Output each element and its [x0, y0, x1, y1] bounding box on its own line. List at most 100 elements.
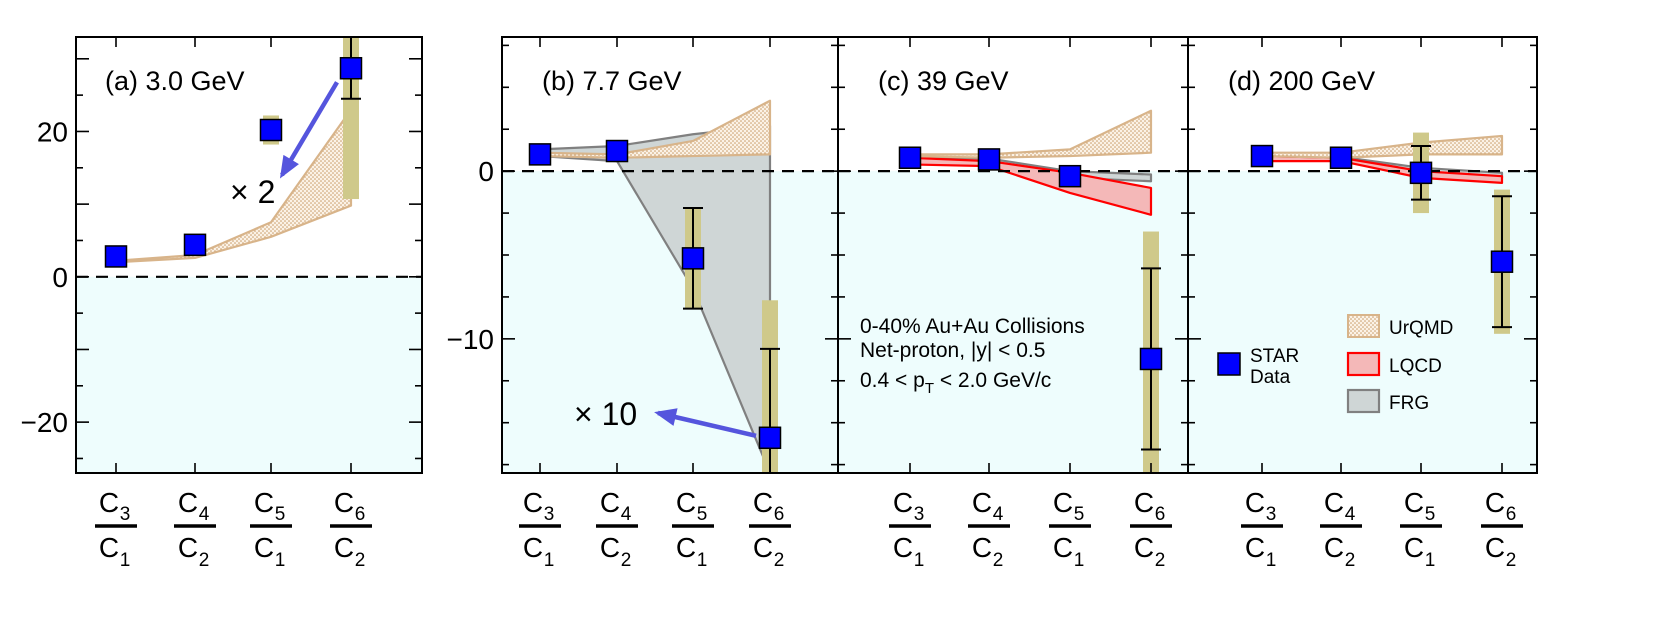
ratio-numerator: C	[893, 487, 913, 518]
legend-lqcd-label: LQCD	[1389, 356, 1442, 377]
star-data-point	[528, 143, 552, 166]
ratio-numerator-subscript: 5	[697, 504, 708, 525]
annotation-arrowhead	[654, 408, 678, 426]
ratio-denominator: C	[893, 532, 913, 563]
star-data-point	[1409, 161, 1433, 185]
ratio-denominator-subscript: 1	[120, 550, 131, 571]
ratio-numerator-subscript: 4	[199, 504, 210, 525]
ratio-numerator-subscript: 5	[1074, 504, 1085, 525]
ratio-denominator: C	[334, 532, 354, 563]
x-ratio-label: C 4C 2	[174, 487, 216, 571]
x-ratio-label: C 4C 2	[596, 487, 638, 571]
ratio-numerator-subscript: 6	[355, 504, 366, 525]
x-ratio-label: C 5C 1	[1049, 487, 1091, 571]
ratio-numerator: C	[254, 487, 274, 518]
ratio-denominator-subscript: 1	[544, 550, 555, 571]
legend-star-label-1: STAR	[1250, 346, 1299, 367]
ratio-numerator: C	[600, 487, 620, 518]
ratio-denominator: C	[972, 532, 992, 563]
ratio-numerator: C	[1485, 487, 1505, 518]
star-data-point	[1490, 250, 1514, 273]
panel-label: (d) 200 GeV	[1228, 66, 1375, 96]
x-ratio-label: C 3C 1	[889, 487, 931, 571]
legend-frg-swatch	[1346, 388, 1381, 414]
ratio-numerator: C	[753, 487, 773, 518]
star-data-point	[1139, 347, 1163, 371]
ratio-numerator-subscript: 6	[1506, 504, 1517, 525]
ratio-denominator-subscript: 2	[1506, 550, 1517, 571]
ratio-numerator-subscript: 3	[544, 504, 555, 525]
ratio-denominator: C	[600, 532, 620, 563]
y-tick-label: 0	[478, 156, 494, 187]
ratio-denominator-subscript: 2	[199, 550, 210, 571]
panel-label: (a) 3.0 GeV	[105, 66, 245, 96]
x-ratio-label: C 5C 1	[672, 487, 714, 571]
panel-plot-area	[76, 37, 422, 473]
x-ratio-label: C 6C 2	[749, 487, 791, 571]
ratio-denominator-subscript: 2	[1155, 550, 1166, 571]
annotation-text: × 2	[230, 174, 275, 210]
x-ratio-label: C 3C 1	[1241, 487, 1283, 571]
star-data-point	[339, 56, 363, 80]
ratio-denominator: C	[523, 532, 543, 563]
ratio-numerator: C	[1245, 487, 1265, 518]
urqmd-band	[1260, 134, 1504, 159]
ratio-numerator: C	[972, 487, 992, 518]
star-data-point	[104, 245, 128, 268]
ratio-denominator: C	[178, 532, 198, 563]
ratio-denominator: C	[1245, 532, 1265, 563]
y-tick-label: −20	[21, 407, 69, 438]
lqcd-band	[908, 156, 1153, 216]
annotation-text: × 10	[574, 396, 637, 432]
panel-plot-area	[1188, 132, 1537, 473]
legend-star-label-2: Data	[1250, 367, 1291, 388]
legend-urqmd-swatch	[1347, 314, 1380, 338]
y-tick-label: 20	[37, 116, 68, 147]
ratio-numerator: C	[334, 487, 354, 518]
ratio-numerator-subscript: 3	[120, 504, 131, 525]
ratio-denominator-subscript: 1	[1074, 550, 1085, 571]
lqcd-band	[1260, 154, 1504, 184]
legend-lqcd-swatch	[1346, 351, 1381, 377]
ratio-denominator-subscript: 2	[621, 550, 632, 571]
ratio-denominator: C	[1324, 532, 1344, 563]
urqmd-band	[114, 108, 353, 264]
ratio-numerator-subscript: 5	[1425, 504, 1436, 525]
ratio-numerator-subscript: 4	[1345, 504, 1356, 525]
ratio-denominator-subscript: 1	[1266, 550, 1277, 571]
x-ratio-label: C 6C 2	[1481, 487, 1523, 571]
star-data-point	[1329, 146, 1353, 169]
ratio-numerator-subscript: 4	[621, 504, 632, 525]
legend-frg-label: FRG	[1389, 393, 1429, 414]
ratio-denominator-subscript: 2	[993, 550, 1004, 571]
ratio-denominator-subscript: 2	[1345, 550, 1356, 571]
ratio-denominator-subscript: 1	[275, 550, 286, 571]
ratio-numerator-subscript: 6	[1155, 504, 1166, 525]
info-line-3: 0.4 < pT < 2.0 GeV/c	[860, 369, 1051, 397]
urqmd-band	[538, 99, 772, 159]
ratio-denominator: C	[1053, 532, 1073, 563]
info-line-3-post: < 2.0 GeV/c	[934, 369, 1051, 392]
star-data-point	[758, 426, 782, 450]
x-ratio-label: C 5C 1	[1400, 487, 1442, 571]
x-ratio-label: C 4C 2	[968, 487, 1010, 571]
x-ratio-label: C 4C 2	[1320, 487, 1362, 571]
ratio-numerator-subscript: 4	[993, 504, 1004, 525]
ratio-numerator: C	[1324, 487, 1344, 518]
panel-label: (c) 39 GeV	[878, 66, 1009, 96]
ratio-numerator: C	[1053, 487, 1073, 518]
panel-plot-area	[838, 109, 1188, 473]
star-data-point	[977, 148, 1001, 171]
star-data-point	[183, 233, 207, 257]
ratio-denominator: C	[1404, 532, 1424, 563]
star-data-point	[898, 146, 922, 169]
ratio-numerator: C	[1404, 487, 1424, 518]
star-data-point	[1058, 164, 1082, 188]
ratio-numerator-subscript: 6	[774, 504, 785, 525]
